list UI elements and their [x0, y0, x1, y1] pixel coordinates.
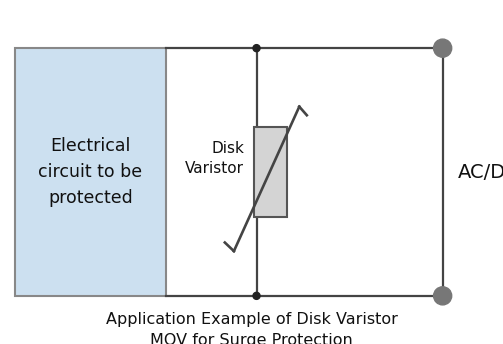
Text: AC/DC: AC/DC [458, 162, 503, 182]
Bar [254, 127, 287, 217]
Text: Application Example of Disk Varistor: Application Example of Disk Varistor [106, 312, 397, 327]
Ellipse shape [253, 292, 260, 299]
Ellipse shape [434, 39, 452, 57]
Ellipse shape [434, 287, 452, 305]
Text: Disk
Varistor: Disk Varistor [185, 141, 244, 176]
Text: Electrical
circuit to be
protected: Electrical circuit to be protected [38, 137, 143, 207]
Bar [15, 48, 166, 296]
Ellipse shape [253, 45, 260, 52]
Text: MOV for Surge Protection: MOV for Surge Protection [150, 333, 353, 344]
